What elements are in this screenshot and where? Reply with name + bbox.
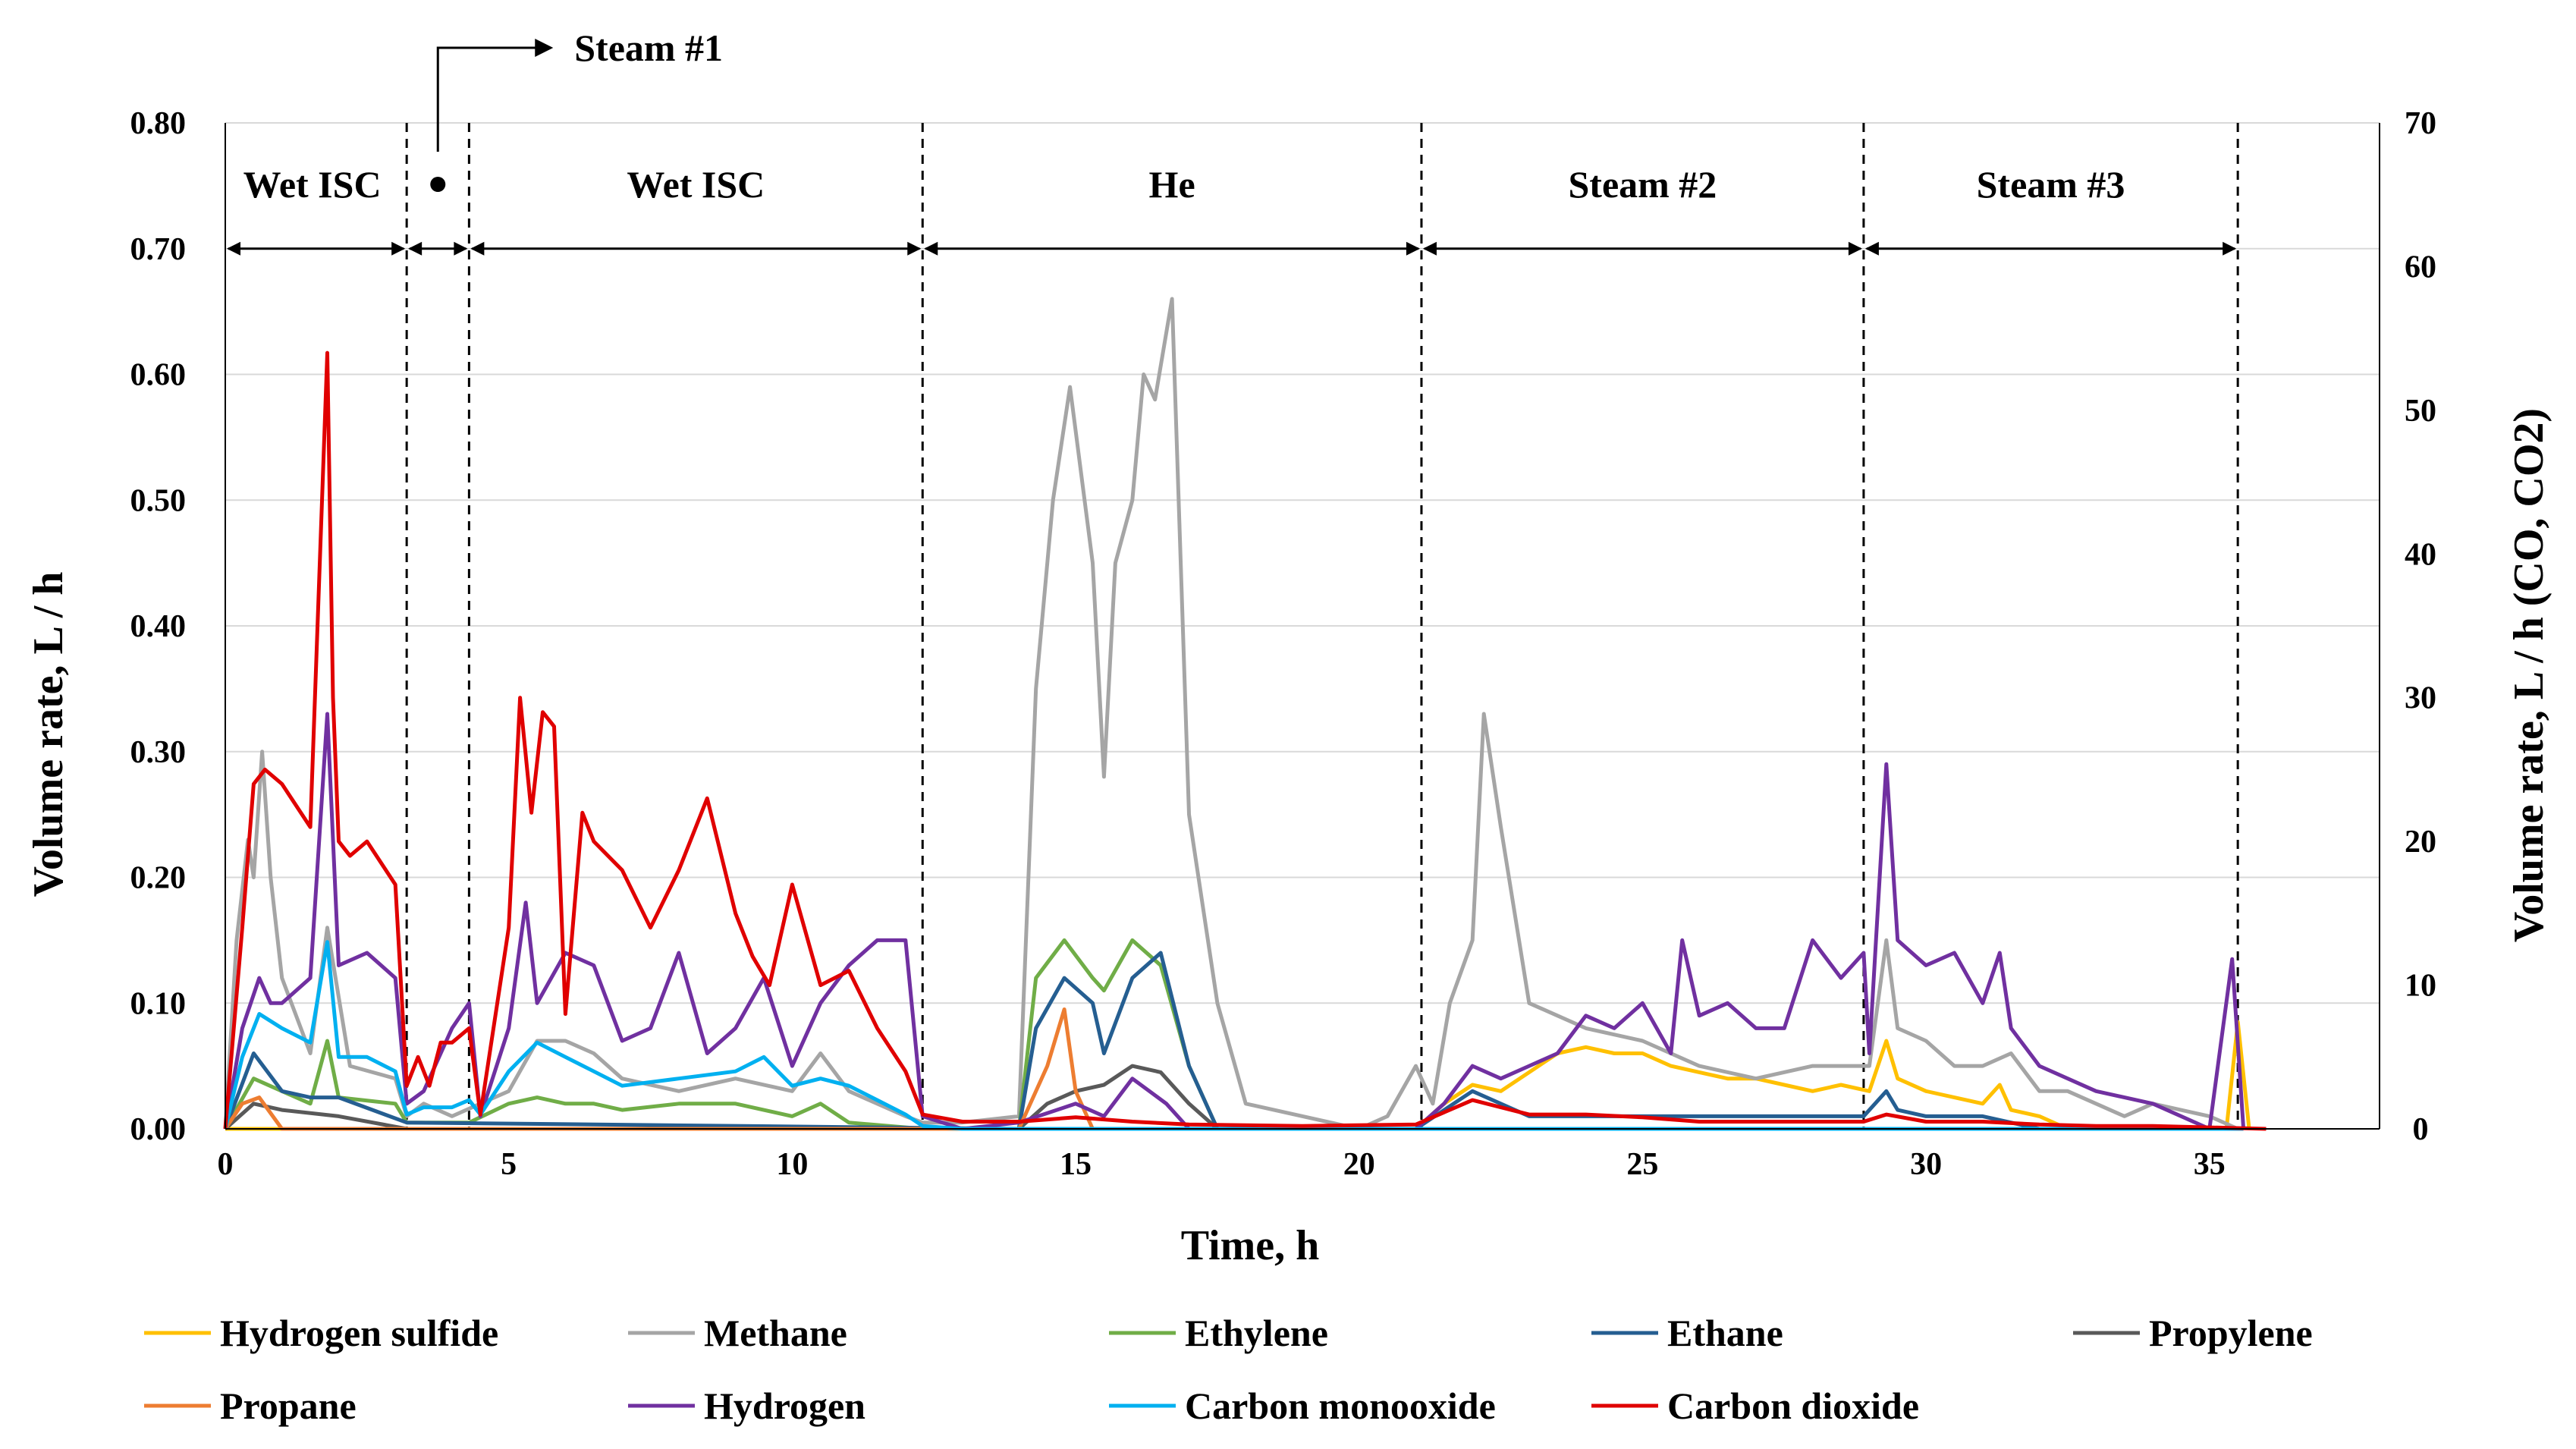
legend-label: Ethylene [1185, 1312, 1328, 1354]
legend-label: Ethane [1667, 1312, 1783, 1354]
arrow-head [470, 241, 485, 256]
arrow-head [1422, 241, 1437, 256]
phase-label: Wet ISC [243, 163, 382, 206]
arrow-head [227, 241, 240, 256]
arrow-head [907, 241, 922, 256]
series-line [223, 951, 2040, 1131]
y-axis-right-title: Volume rate, L / h (CO, CO2) [2505, 408, 2552, 942]
legend: Hydrogen sulfide Methane Ethylene Ethane Pro… [144, 1312, 2313, 1427]
y-left-tick-label: 0.30 [130, 735, 187, 770]
arrow-head [1864, 241, 1879, 256]
legend-label: Methane [704, 1312, 847, 1354]
phase-label: He [1149, 163, 1195, 206]
y-left-tick-label: 0.20 [130, 861, 187, 896]
series-line [224, 1064, 1219, 1131]
phase-label: Steam #2 [1569, 163, 1717, 206]
y-right-tick-label: 60 [2405, 250, 2436, 284]
legend-label: Propylene [2149, 1312, 2313, 1354]
y-left-tick-label: 0.60 [130, 358, 187, 393]
y-right-tick-label: 0 [2413, 1112, 2429, 1147]
x-tick-label: 0 [218, 1147, 234, 1182]
y-right-tick-label: 10 [2405, 969, 2436, 1004]
legend-label: Carbon monooxide [1185, 1385, 1496, 1427]
x-tick-label: 35 [2194, 1147, 2226, 1182]
phase-boundaries [405, 123, 2239, 1129]
arrow-head [535, 39, 554, 57]
arrow-head [2223, 241, 2237, 256]
y-axis-left-title: Volume rate, L / h [25, 572, 72, 897]
arrow-head [454, 241, 468, 256]
arrow-head [408, 241, 423, 256]
x-tick-label: 5 [501, 1147, 517, 1182]
phase-label: Wet ISC [627, 163, 765, 206]
y-right-tick-label: 30 [2405, 681, 2436, 716]
y-right-tick-label: 50 [2405, 394, 2436, 429]
arrow-head [391, 241, 406, 256]
x-tick-label: 20 [1343, 1147, 1375, 1182]
phase-annotations: Wet ISC Steam #1 Wet ISC He Steam #2 Steam #3 [227, 27, 2237, 256]
y-left-tick-label: 0.70 [130, 232, 187, 267]
y-right-tick-label: 20 [2405, 825, 2436, 860]
series-layer [223, 297, 2267, 1131]
legend-label: Hydrogen sulfide [220, 1312, 498, 1354]
phase-label: Steam #3 [1977, 163, 2125, 206]
x-tick-label: 15 [1060, 1147, 1092, 1182]
y-left-tick-label: 0.40 [130, 609, 187, 644]
axes: 0.00 0.10 0.20 0.30 0.40 0.50 0.60 0.70 0.80 0 10 2… [130, 106, 2437, 1182]
legend-label: Hydrogen [704, 1385, 865, 1427]
x-tick-label: 10 [776, 1147, 808, 1182]
y-right-tick-label: 70 [2405, 106, 2436, 141]
series-line [223, 938, 1220, 1131]
y-right-tick-label: 40 [2405, 537, 2436, 572]
y-left-tick-label: 0.80 [130, 106, 187, 141]
series-line [223, 712, 2246, 1131]
x-tick-label: 30 [1910, 1147, 1942, 1182]
arrow-head [924, 241, 938, 256]
x-axis-title: Time, h [1181, 1222, 1320, 1269]
legend-label: Carbon dioxide [1667, 1385, 1919, 1427]
series-line [223, 350, 2267, 1131]
x-tick-label: 25 [1626, 1147, 1658, 1182]
steam1-marker [430, 177, 446, 192]
phase-label: Steam #1 [574, 27, 723, 69]
y-left-tick-label: 0.50 [130, 483, 187, 518]
steam1-callout-line [436, 46, 537, 152]
arrow-head [1848, 241, 1862, 256]
legend-label: Propane [220, 1385, 357, 1427]
series-line [225, 1020, 2251, 1131]
y-left-tick-label: 0.00 [130, 1112, 187, 1147]
y-left-tick-label: 0.10 [130, 986, 187, 1021]
arrow-head [1406, 241, 1420, 256]
series-line [223, 940, 2244, 1131]
